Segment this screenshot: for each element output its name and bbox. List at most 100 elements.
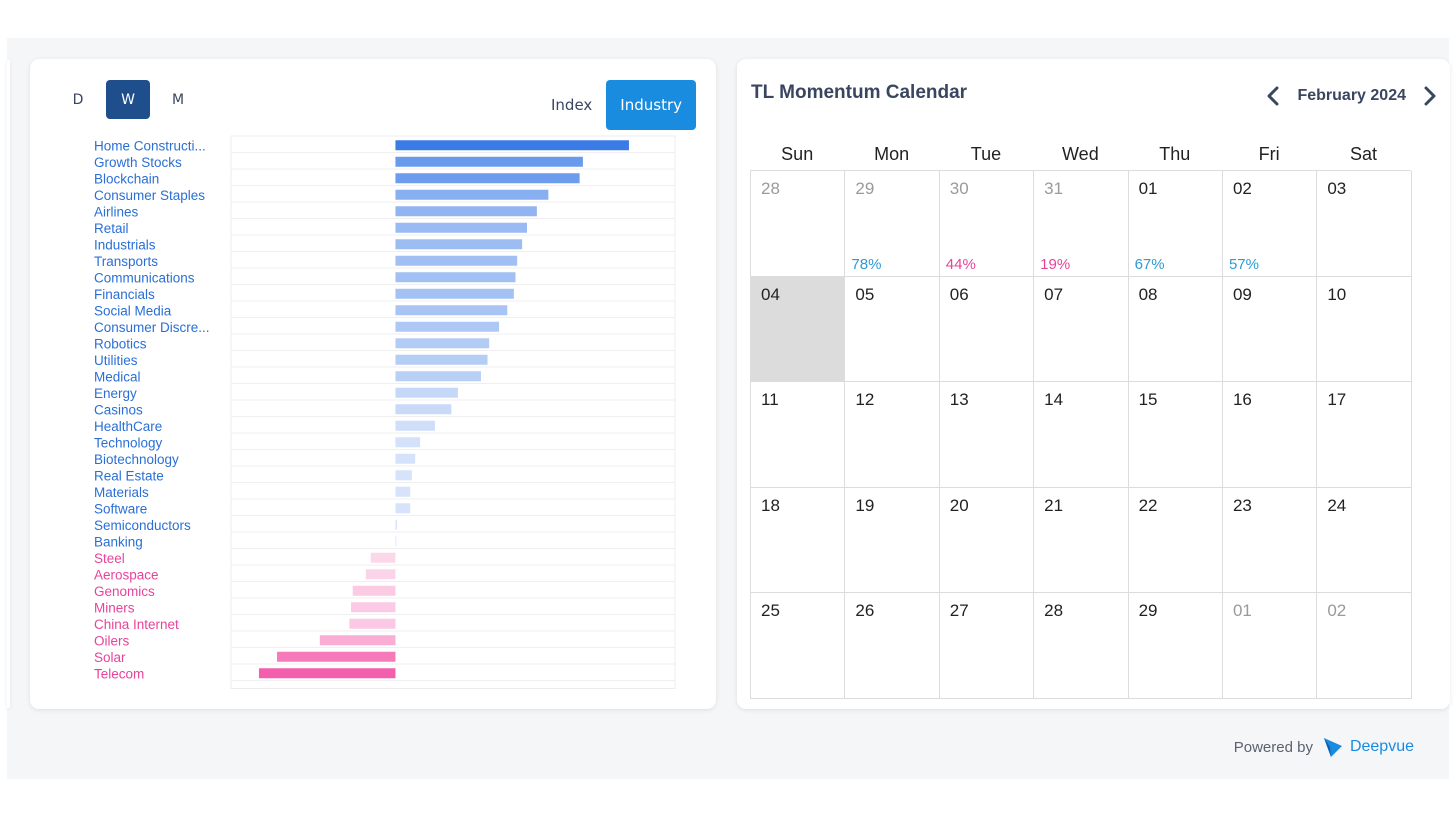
bar-4[interactable]: [395, 206, 537, 217]
industry-bar-chart: Home Constructi... Growth Stocks Blockchai…: [30, 59, 716, 709]
bar-8[interactable]: [395, 272, 516, 283]
calendar-day[interactable]: 21: [1034, 487, 1129, 593]
day-momentum-percent: 19%: [1040, 255, 1071, 273]
calendar-day[interactable]: 01: [1222, 593, 1318, 699]
bar-18[interactable]: [395, 437, 421, 448]
bar-26[interactable]: [365, 569, 396, 580]
bar-31[interactable]: [277, 651, 396, 662]
calendar-day[interactable]: 17: [1317, 382, 1412, 488]
bar-1[interactable]: [395, 156, 583, 167]
category-label: Medical: [94, 369, 141, 384]
category-label: Energy: [94, 386, 137, 401]
bar-20[interactable]: [395, 470, 412, 481]
bar-10[interactable]: [395, 305, 508, 316]
tab-monthly[interactable]: M: [171, 91, 185, 108]
bar-22[interactable]: [395, 503, 411, 514]
calendar-day[interactable]: 29: [1128, 593, 1223, 699]
calendar-day[interactable]: 09: [1222, 276, 1318, 382]
bar-16[interactable]: [395, 404, 452, 415]
bar-9[interactable]: [395, 288, 514, 299]
day-number: 09: [1232, 284, 1252, 304]
calendar-day[interactable]: 14: [1034, 382, 1129, 488]
calendar-day[interactable]: 20: [939, 487, 1035, 593]
next-month-button[interactable]: [1420, 81, 1440, 111]
powered-by: Powered by Deepvue: [1234, 735, 1414, 759]
prev-month-button[interactable]: [1263, 81, 1283, 111]
day-number: 14: [1044, 390, 1064, 409]
calendar-day[interactable]: 06: [939, 276, 1035, 382]
category-label: Software: [94, 501, 147, 516]
brand-link[interactable]: Deepvue: [1321, 735, 1414, 759]
bar-25[interactable]: [370, 552, 396, 563]
calendar-day[interactable]: 26: [845, 593, 940, 699]
category-label: Telecom: [94, 666, 144, 681]
category-label: Growth Stocks: [94, 155, 182, 170]
bar-0[interactable]: [395, 140, 629, 151]
calendar-day[interactable]: 30 44%: [939, 171, 1035, 277]
calendar-day[interactable]: 29 78%: [845, 171, 940, 277]
tab-industry[interactable]: Industry: [606, 80, 696, 130]
calendar-day[interactable]: 10: [1317, 276, 1412, 382]
bar-19[interactable]: [395, 453, 416, 464]
day-number: 18: [761, 495, 780, 515]
bar-11[interactable]: [395, 321, 500, 332]
day-momentum-percent: 44%: [945, 255, 976, 273]
calendar-day[interactable]: 03: [1317, 171, 1412, 277]
tab-daily[interactable]: D: [72, 91, 84, 108]
calendar-day[interactable]: 25: [751, 593, 846, 699]
calendar-day[interactable]: 15: [1128, 382, 1223, 488]
bar-14[interactable]: [395, 371, 481, 382]
calendar-day[interactable]: 05: [845, 276, 940, 382]
calendar-day[interactable]: 12: [845, 382, 940, 488]
bar-27[interactable]: [352, 585, 396, 596]
bar-12[interactable]: [395, 338, 490, 349]
bar-32[interactable]: [258, 668, 396, 679]
calendar-day[interactable]: 28: [751, 171, 846, 277]
bar-3[interactable]: [395, 189, 549, 200]
category-label: Blockchain: [94, 171, 159, 186]
bar-17[interactable]: [395, 420, 435, 431]
calendar-day[interactable]: 22: [1128, 487, 1223, 593]
bar-29[interactable]: [349, 618, 396, 629]
calendar-day[interactable]: 24: [1317, 487, 1412, 593]
bar-28[interactable]: [351, 602, 396, 613]
calendar-day[interactable]: 28: [1034, 593, 1129, 699]
category-label: Biotechnology: [94, 452, 179, 467]
day-number: 20: [949, 495, 969, 515]
calendar-day[interactable]: 02 57%: [1222, 171, 1318, 277]
dashboard: D W M Index Industry Home Constructi... G…: [7, 38, 1450, 779]
bar-13[interactable]: [395, 354, 488, 365]
calendar-day[interactable]: 23: [1222, 487, 1318, 593]
tab-weekly[interactable]: W: [106, 80, 150, 119]
day-number: 06: [949, 284, 969, 304]
calendar-day-selected[interactable]: 04: [751, 276, 846, 382]
calendar-day[interactable]: 13: [939, 382, 1035, 488]
calendar-day[interactable]: 31 19%: [1034, 171, 1129, 277]
bar-15[interactable]: [395, 387, 458, 398]
calendar-day[interactable]: 27: [939, 593, 1035, 699]
calendar-day[interactable]: 01 67%: [1128, 171, 1223, 277]
calendar-day[interactable]: 07: [1034, 276, 1129, 382]
tab-index[interactable]: Index: [551, 96, 593, 114]
bar-30[interactable]: [319, 635, 396, 646]
bar-24[interactable]: [395, 536, 397, 547]
category-label: Airlines: [94, 204, 139, 219]
weekday-label: Thu: [1159, 144, 1191, 164]
day-number: 13: [949, 390, 969, 409]
bar-2[interactable]: [395, 173, 580, 184]
calendar-day[interactable]: 19: [845, 487, 940, 593]
bar-21[interactable]: [395, 486, 411, 497]
calendar-day[interactable]: 18: [751, 487, 846, 593]
bar-7[interactable]: [395, 255, 518, 266]
calendar-day[interactable]: 16: [1222, 382, 1318, 488]
calendar-day[interactable]: 08: [1128, 276, 1223, 382]
bar-5[interactable]: [395, 222, 527, 233]
day-number: 21: [1044, 495, 1064, 515]
day-number: 29: [855, 179, 875, 198]
calendar-day[interactable]: 02: [1317, 593, 1412, 699]
calendar-day[interactable]: 11: [751, 382, 846, 488]
bar-23[interactable]: [395, 519, 398, 530]
bar-6[interactable]: [395, 239, 523, 250]
day-number: 11: [761, 390, 779, 409]
day-number: 28: [1044, 601, 1064, 620]
